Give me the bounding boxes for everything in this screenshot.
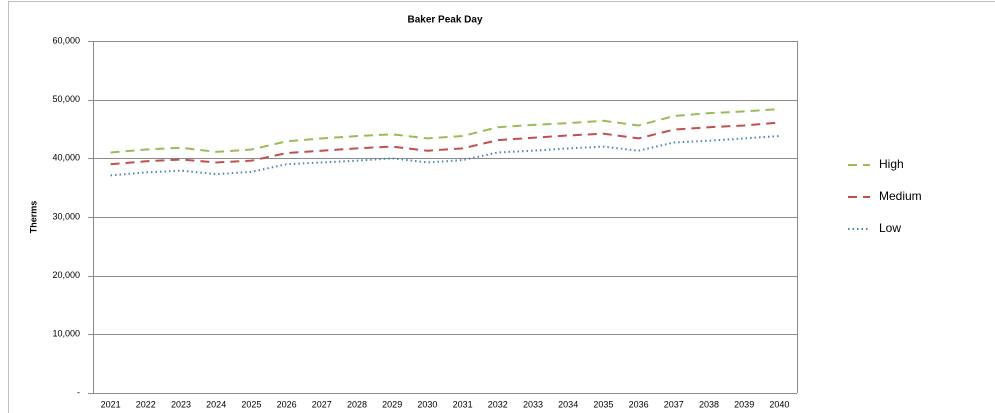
x-tick-label: 2025 [241,399,261,409]
x-tick-label: 2038 [699,399,719,409]
y-tick-label: 10,000 [52,329,80,339]
legend-label: High [879,157,904,171]
x-tick-label: 2028 [347,399,367,409]
x-tick-label: 2039 [734,399,754,409]
y-tick-label: 60,000 [52,35,80,45]
y-tick-label: 50,000 [52,94,80,104]
x-tick-label: 2040 [769,399,789,409]
x-tick-label: 2021 [101,399,121,409]
x-tick-label: 2022 [136,399,156,409]
y-tick-label: 40,000 [52,153,80,163]
x-tick-label: 2031 [453,399,473,409]
x-tick-label: 2036 [629,399,649,409]
y-tick-label: - [77,387,80,397]
series-line [110,108,780,154]
chart-title: Baker Peak Day [407,15,482,26]
x-tick-label: 2032 [488,399,508,409]
legend-label: Medium [879,189,922,203]
y-tick-label: 20,000 [52,270,80,280]
x-tick-label: 2023 [171,399,191,409]
x-tick-label: 2024 [206,399,226,409]
y-axis-label: Therms [28,201,38,234]
x-tick-label: 2026 [277,399,297,409]
x-tick-label: 2035 [593,399,613,409]
series-line [110,121,780,166]
x-tick-label: 2033 [523,399,543,409]
x-tick-label: 2027 [312,399,332,409]
y-tick-label: 30,000 [52,211,80,221]
x-tick-label: 2037 [664,399,684,409]
x-tick-label: 2029 [382,399,402,409]
x-tick-label: 2030 [417,399,437,409]
legend-label: Low [879,221,901,235]
x-tick-label: 2034 [558,399,578,409]
series-line [110,135,780,177]
